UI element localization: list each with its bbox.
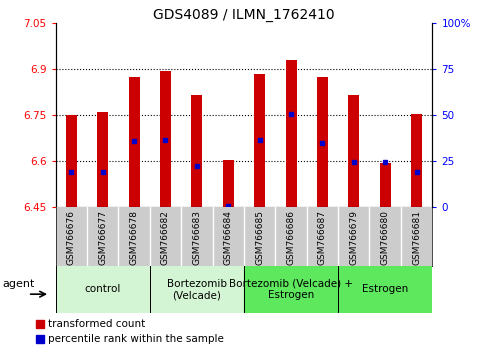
Text: GSM766680: GSM766680 xyxy=(381,210,390,265)
Bar xyxy=(223,160,234,207)
Bar xyxy=(191,95,202,207)
Text: GSM766682: GSM766682 xyxy=(161,210,170,265)
Text: Estrogen: Estrogen xyxy=(362,284,408,295)
Bar xyxy=(66,115,77,207)
Text: control: control xyxy=(85,284,121,295)
Text: GSM766679: GSM766679 xyxy=(349,210,358,265)
Bar xyxy=(244,266,338,313)
Text: GSM766677: GSM766677 xyxy=(98,210,107,265)
Text: GSM766681: GSM766681 xyxy=(412,210,421,265)
Text: GSM766676: GSM766676 xyxy=(67,210,76,265)
Text: GSM766686: GSM766686 xyxy=(286,210,296,265)
Bar xyxy=(380,162,391,207)
Bar xyxy=(150,266,244,313)
Bar xyxy=(348,95,359,207)
Bar xyxy=(317,77,328,207)
Text: GSM766687: GSM766687 xyxy=(318,210,327,265)
Text: Bortezomib (Velcade) +
Estrogen: Bortezomib (Velcade) + Estrogen xyxy=(229,279,353,300)
Bar xyxy=(254,74,265,207)
Text: GSM766684: GSM766684 xyxy=(224,210,233,265)
Title: GDS4089 / ILMN_1762410: GDS4089 / ILMN_1762410 xyxy=(153,8,335,22)
Text: GSM766678: GSM766678 xyxy=(129,210,139,265)
Bar xyxy=(160,71,171,207)
Legend: transformed count, percentile rank within the sample: transformed count, percentile rank withi… xyxy=(31,315,228,349)
Bar xyxy=(128,77,140,207)
Bar xyxy=(411,114,422,207)
Text: GSM766683: GSM766683 xyxy=(192,210,201,265)
Bar xyxy=(56,266,150,313)
Text: Bortezomib
(Velcade): Bortezomib (Velcade) xyxy=(167,279,227,300)
Bar xyxy=(97,112,108,207)
Bar xyxy=(338,266,432,313)
Text: GSM766685: GSM766685 xyxy=(255,210,264,265)
Text: agent: agent xyxy=(3,279,35,289)
Bar xyxy=(285,60,297,207)
